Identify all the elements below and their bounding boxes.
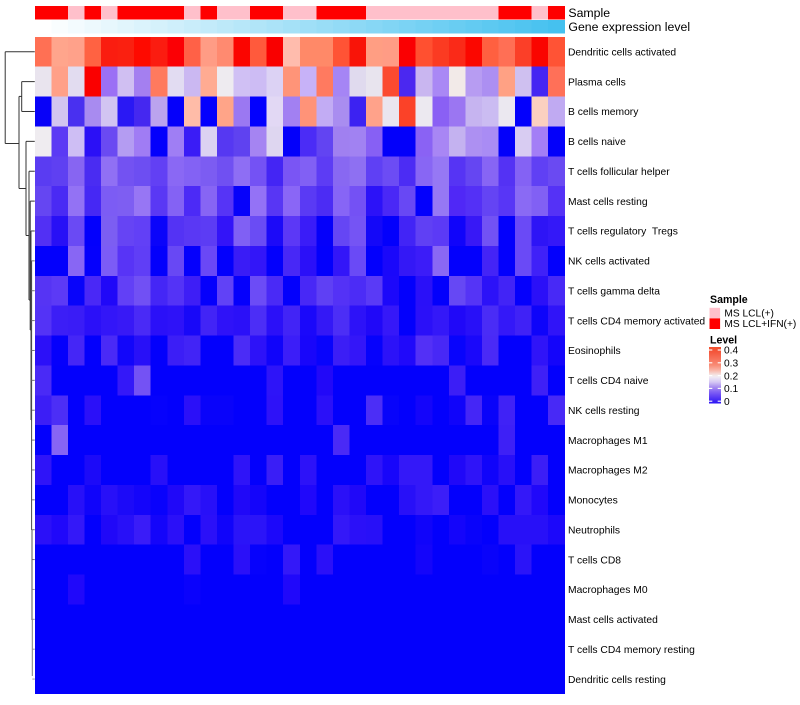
svg-text:Macrophages M1: Macrophages M1 [568,436,648,447]
svg-text:Gene expression level: Gene expression level [568,20,690,34]
svg-text:T cells follicular helper: T cells follicular helper [568,167,670,178]
svg-text:T cells regulatory Tregs: T cells regulatory Tregs [568,227,678,238]
svg-text:T cells CD4 naive: T cells CD4 naive [568,376,649,387]
svg-text:Mast cells activated: Mast cells activated [568,615,658,626]
svg-text:NK cells activated: NK cells activated [568,257,650,268]
svg-text:Sample: Sample [568,6,610,20]
svg-text:Plasma cells: Plasma cells [568,77,626,88]
svg-text:0.1: 0.1 [724,384,738,395]
svg-text:T cells gamma delta: T cells gamma delta [568,286,660,297]
svg-text:Macrophages M0: Macrophages M0 [568,585,648,596]
svg-text:Neutrophils: Neutrophils [568,525,620,536]
svg-text:NK cells resting: NK cells resting [568,406,640,417]
svg-text:T cells CD8: T cells CD8 [568,555,621,566]
svg-text:0: 0 [724,397,730,408]
svg-text:Level: Level [710,335,737,347]
svg-text:0.4: 0.4 [724,346,738,357]
svg-text:MS LCL(+): MS LCL(+) [724,308,774,319]
svg-text:Monocytes: Monocytes [568,496,618,507]
svg-text:Dendritic cells activated: Dendritic cells activated [568,47,676,58]
svg-text:T cells CD4 memory resting: T cells CD4 memory resting [568,645,695,656]
svg-text:Eosinophils: Eosinophils [568,346,621,357]
svg-text:Mast cells resting: Mast cells resting [568,197,648,208]
svg-text:T cells CD4 memory activated: T cells CD4 memory activated [568,316,705,327]
svg-text:0.2: 0.2 [724,371,738,382]
svg-text:MS LCL+IFN(+): MS LCL+IFN(+) [724,319,796,330]
svg-text:Dendritic cells resting: Dendritic cells resting [568,675,666,686]
svg-text:Macrophages M2: Macrophages M2 [568,466,648,477]
svg-text:Sample: Sample [710,294,748,306]
svg-text:0.3: 0.3 [724,359,738,370]
svg-text:B cells memory: B cells memory [568,107,639,118]
svg-text:B cells naive: B cells naive [568,137,626,148]
